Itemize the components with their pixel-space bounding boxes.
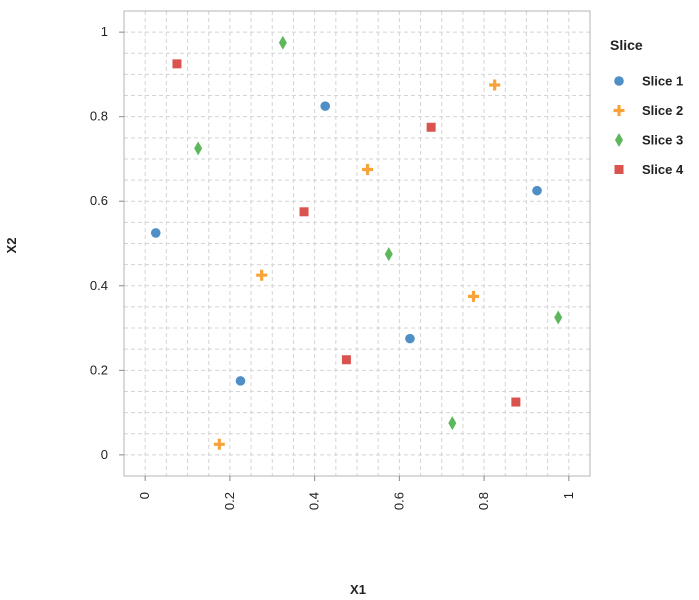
legend: Slice Slice 1 Slice 2 Slice 3 Slice 4: [610, 37, 684, 177]
grid: [124, 11, 590, 476]
data-point-slice-3: [194, 141, 203, 156]
data-point-slice-4: [426, 122, 436, 132]
x-tick-label: 0.8: [476, 492, 491, 510]
data-point-slice-1: [320, 101, 331, 111]
data-point-slice-1: [235, 376, 246, 386]
legend-swatch-slice-3: [615, 133, 623, 147]
data-point-slice-2: [489, 79, 501, 91]
y-axis-title: X2: [4, 238, 19, 254]
data-point-slice-4: [172, 59, 182, 69]
data-point-slice-2: [362, 164, 374, 176]
x-tick-label: 0.6: [391, 492, 406, 510]
plot-frame: [123, 10, 591, 477]
data-point-slice-2: [256, 269, 268, 281]
x-axis-title: X1: [350, 582, 366, 597]
legend-label-slice-4: Slice 4: [642, 162, 684, 177]
data-point-slice-4: [341, 355, 351, 365]
data-point-slice-3: [278, 35, 287, 50]
y-tick-label: 0.6: [90, 193, 108, 208]
x-tick-label: 0: [137, 492, 152, 499]
legend-label-slice-3: Slice 3: [642, 133, 683, 148]
y-tick-label: 0.2: [90, 362, 108, 377]
data-points: [150, 35, 563, 450]
legend-label-slice-2: Slice 2: [642, 103, 683, 118]
legend-label-slice-1: Slice 1: [642, 74, 683, 89]
data-point-slice-4: [299, 207, 309, 217]
y-tick-label: 0.8: [90, 109, 108, 124]
legend-swatch-slice-4: [614, 165, 624, 174]
y-tick-label: 0: [101, 447, 108, 462]
y-tick-label: 0.4: [90, 278, 108, 293]
x-tick-label: 0.4: [307, 492, 322, 510]
data-point-slice-1: [405, 333, 415, 344]
data-point-slice-3: [448, 416, 457, 431]
data-point-slice-2: [213, 438, 225, 450]
data-point-slice-4: [511, 397, 521, 407]
axis-ticks: 0 0.2 0.4 0.6 0.8 1 0 0.2 0.4 0.6 0.8 1: [90, 24, 576, 510]
legend-swatch-slice-2: [613, 105, 625, 116]
data-point-slice-3: [554, 310, 563, 325]
data-point-slice-1: [532, 185, 542, 196]
legend-title: Slice: [610, 37, 643, 53]
data-point-slice-2: [468, 290, 479, 302]
x-tick-label: 1: [561, 492, 576, 499]
data-point-slice-3: [384, 247, 393, 262]
data-point-slice-1: [150, 228, 161, 238]
legend-swatch-slice-1: [614, 76, 624, 86]
y-tick-label: 1: [101, 24, 108, 39]
x-tick-label: 0.2: [222, 492, 237, 510]
